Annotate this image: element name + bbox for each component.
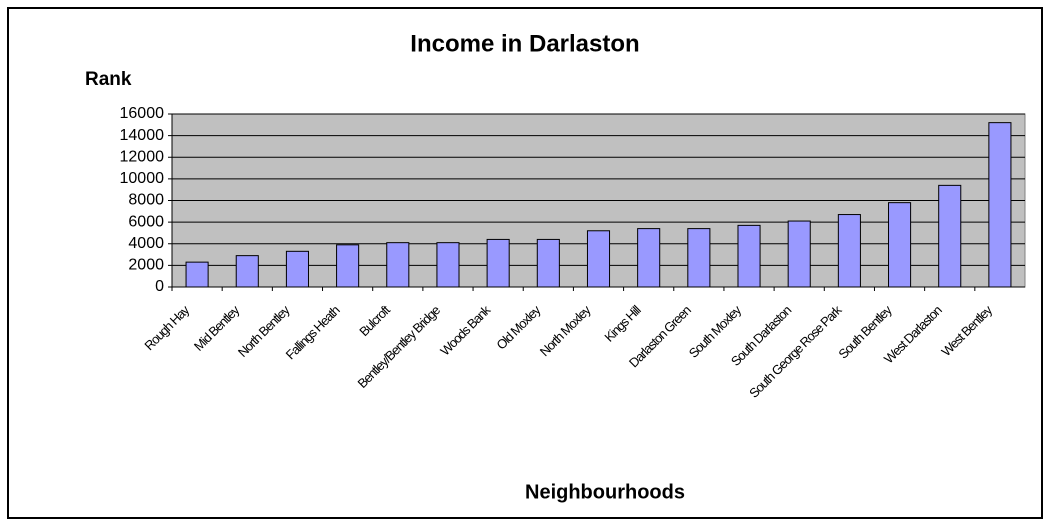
y-tick-label: 2000	[128, 257, 164, 274]
y-tick-label: 8000	[128, 192, 164, 209]
bar	[486, 238, 510, 288]
bar	[687, 228, 711, 288]
bar	[837, 214, 861, 288]
bar	[386, 242, 410, 288]
bar	[586, 230, 611, 288]
chart-title: Income in Darlaston	[410, 30, 639, 57]
bar	[536, 238, 560, 288]
bar	[988, 122, 1012, 288]
bar	[888, 202, 912, 288]
y-tick-label: 0	[155, 278, 164, 295]
bar	[436, 242, 460, 288]
y-tick-label: 14000	[120, 127, 165, 144]
y-tick-label: 12000	[120, 148, 165, 165]
bar	[737, 224, 761, 288]
y-tick-label: 10000	[120, 170, 165, 187]
y-axis-title: Rank	[85, 69, 132, 90]
bar	[637, 228, 661, 288]
bar	[285, 250, 309, 288]
bar	[787, 220, 811, 288]
y-tick-label: 4000	[128, 235, 164, 252]
bar	[938, 184, 962, 288]
x-axis-title: Neighbourhoods	[525, 481, 685, 503]
bar	[235, 255, 259, 288]
y-tick-label: 6000	[128, 213, 164, 230]
y-tick-label: 16000	[120, 105, 165, 122]
bar	[336, 244, 360, 288]
bar	[185, 261, 209, 288]
